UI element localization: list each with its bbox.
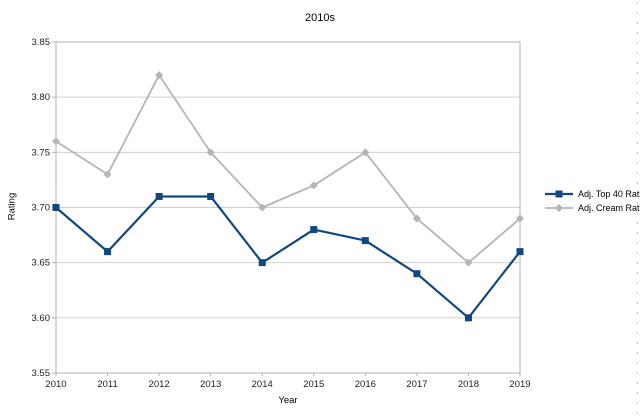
data-point-marker — [52, 137, 60, 146]
y-tick-label: 3.80 — [32, 92, 51, 103]
data-point-marker — [258, 203, 267, 212]
x-tick-label: 2010 — [45, 379, 66, 390]
x-tick-label: 2015 — [303, 379, 324, 390]
x-axis-title: Year — [278, 395, 298, 406]
data-point-marker — [155, 71, 164, 80]
chart-title: 2010s — [305, 12, 335, 24]
legend-swatch-cream-icon — [545, 204, 573, 212]
legend-swatch-top40-icon — [545, 190, 573, 198]
data-point-marker — [516, 248, 524, 256]
data-point-marker — [103, 170, 112, 179]
y-tick-label: 3.85 — [32, 37, 51, 48]
x-tick-label: 2018 — [458, 379, 479, 390]
data-point-marker — [206, 148, 215, 157]
data-point-marker — [361, 237, 369, 245]
legend-label-cream: Adj. Cream Rating — [578, 203, 640, 213]
data-point-marker — [258, 259, 266, 267]
y-axis-title: Rating — [6, 192, 18, 221]
x-tick-label: 2011 — [97, 379, 117, 390]
x-tick-label: 2019 — [509, 379, 530, 390]
legend-item-cream: Adj. Cream Rating — [544, 202, 640, 214]
y-tick-label: 3.65 — [32, 258, 51, 269]
series-line-1 — [55, 74, 521, 264]
data-point-marker — [207, 192, 215, 200]
data-point-marker — [309, 181, 318, 190]
x-tick-label: 2017 — [406, 379, 427, 390]
data-point-marker — [104, 248, 112, 256]
data-point-marker — [413, 270, 421, 278]
data-point-marker — [464, 314, 472, 322]
legend-label-top40: Adj. Top 40 Rating — [578, 189, 640, 199]
y-tick-label: 3.75 — [32, 147, 51, 158]
data-point-marker — [516, 214, 524, 223]
legend-item-top40: Adj. Top 40 Rating — [544, 188, 640, 200]
data-point-marker — [310, 226, 318, 234]
data-point-marker — [52, 204, 60, 211]
x-tick-label: 2012 — [149, 379, 170, 390]
data-point-marker — [361, 148, 370, 157]
x-tick-label: 2013 — [200, 379, 221, 390]
data-point-marker — [464, 258, 473, 267]
y-tick-label: 3.60 — [32, 313, 51, 324]
y-tick-label: 3.55 — [32, 368, 51, 379]
x-tick-label: 2016 — [355, 379, 376, 390]
data-point-marker — [412, 214, 421, 223]
legend: Adj. Top 40 Rating Adj. Cream Rating — [544, 188, 640, 214]
series-line-0 — [55, 195, 521, 319]
x-tick-label: 2014 — [252, 379, 273, 390]
data-point-marker — [155, 192, 163, 200]
y-tick-label: 3.70 — [32, 203, 51, 214]
